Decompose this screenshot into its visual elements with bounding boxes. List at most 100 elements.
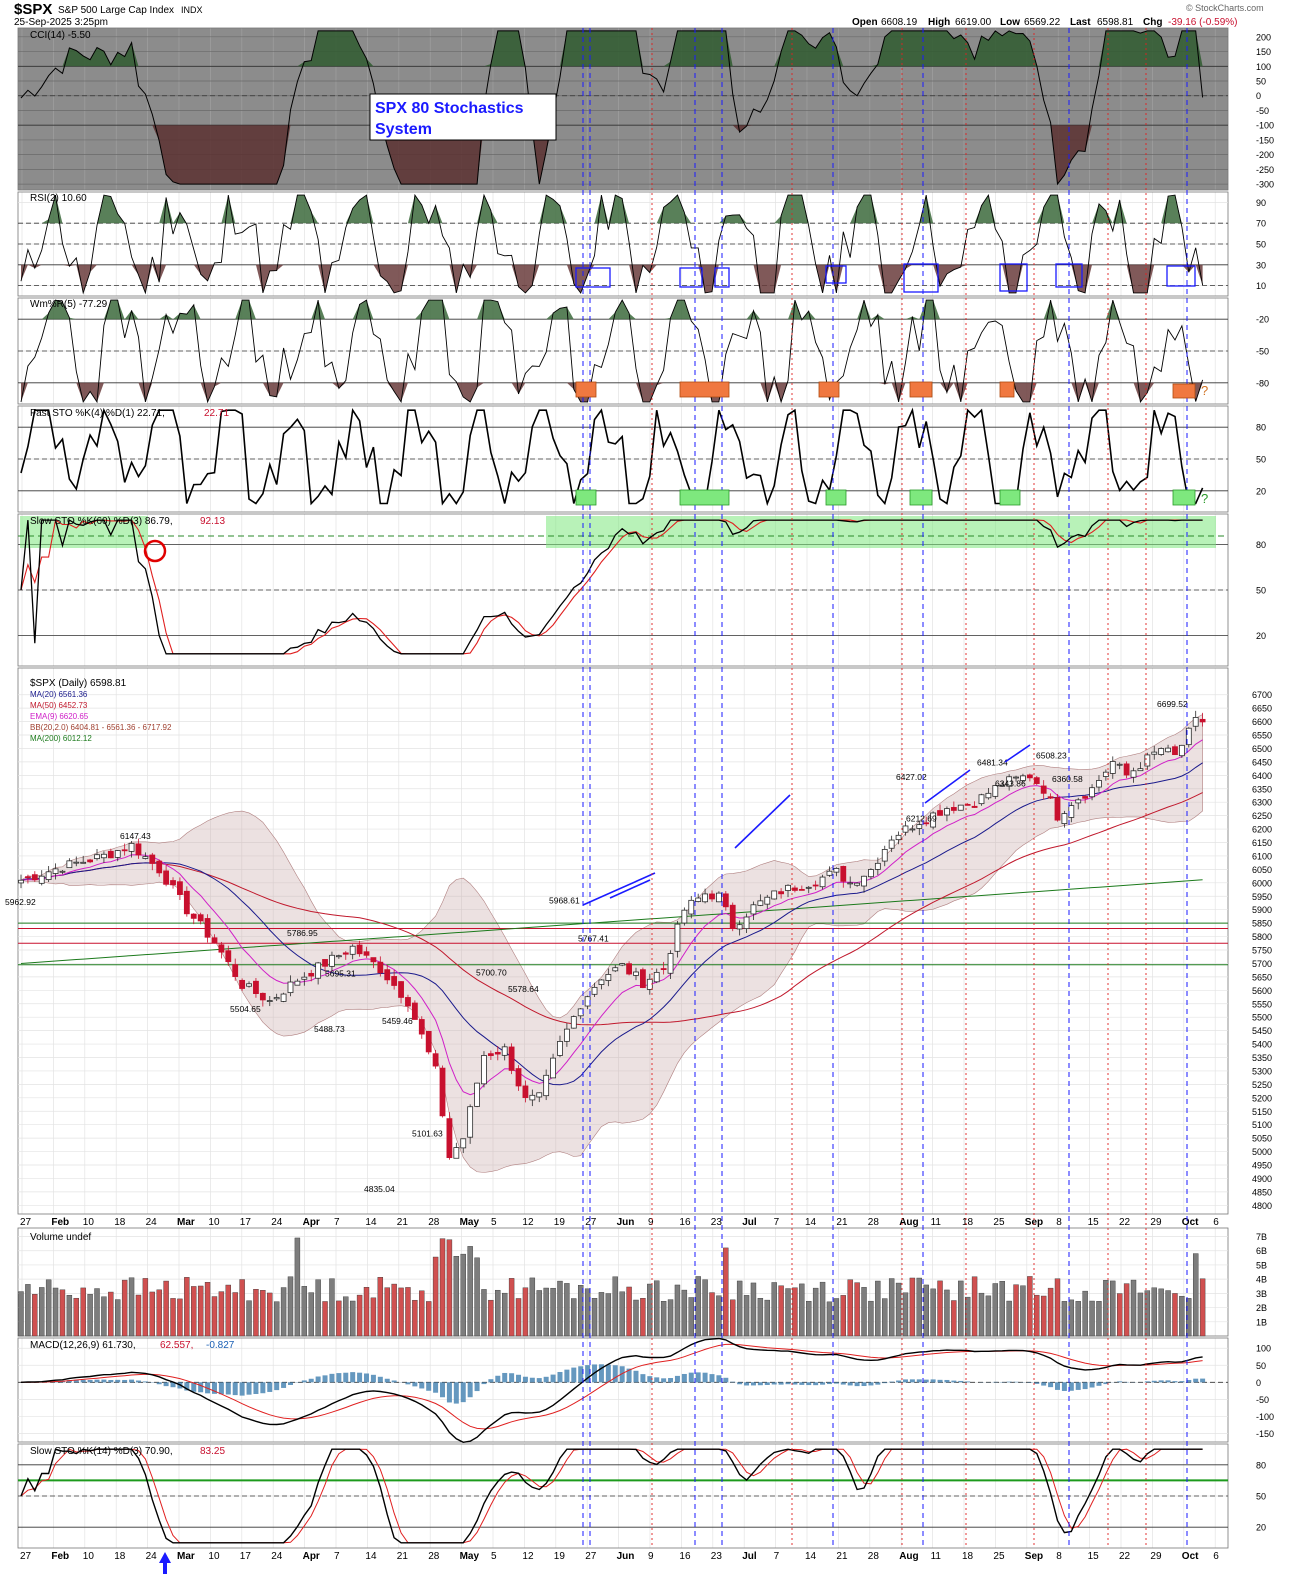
cci-frame xyxy=(17,27,1229,191)
volume-bar xyxy=(1179,1295,1185,1337)
volume-bar xyxy=(412,1299,418,1337)
rsi-line xyxy=(20,193,1204,295)
candle-body xyxy=(923,822,930,825)
macd-histogram-bar xyxy=(564,1369,570,1383)
price-callout-label: 5488.73 xyxy=(314,1024,345,1034)
ssto60-tick-label: 20 xyxy=(1256,631,1266,641)
volume-bar xyxy=(184,1277,190,1337)
candle-body xyxy=(73,861,80,864)
candle-body xyxy=(87,859,93,863)
candle-body xyxy=(909,828,916,831)
volume-bar xyxy=(446,1239,453,1337)
x-axis-label: 27 xyxy=(585,1217,597,1228)
buy-signal-arrow xyxy=(159,1552,171,1574)
trend-line xyxy=(924,769,971,804)
x-axis-label: 6 xyxy=(1213,1551,1219,1562)
macd-histogram-bar xyxy=(163,1382,169,1387)
candle-body xyxy=(398,981,404,998)
volume-bar xyxy=(39,1287,45,1337)
candle-body xyxy=(653,971,660,983)
rsi-overbought-fill xyxy=(41,195,1182,224)
macd-histogram-bar xyxy=(536,1378,542,1383)
macd-histogram-bar xyxy=(122,1379,128,1383)
legend-price: $SPX (Daily) 6598.81 xyxy=(30,678,127,689)
macd-histogram-bar xyxy=(826,1382,832,1385)
price-tick-label: 5050 xyxy=(1252,1134,1272,1144)
macd-histogram-bar xyxy=(440,1382,446,1398)
volume-bar xyxy=(73,1297,79,1337)
volume-bar xyxy=(681,1289,688,1337)
price-tick-label: 6500 xyxy=(1252,744,1272,754)
price-tick-label: 5450 xyxy=(1252,1026,1272,1036)
macd-histogram-bar xyxy=(364,1373,369,1383)
macd-histogram-bar xyxy=(557,1371,563,1383)
cci-tick-label: 200 xyxy=(1256,32,1271,42)
volume-bar xyxy=(578,1285,584,1337)
volume-bar xyxy=(398,1287,404,1337)
fsto-label-red: 22.71 xyxy=(204,408,229,419)
candle-body xyxy=(812,884,819,887)
candle-body xyxy=(253,980,259,994)
candle-body xyxy=(1151,751,1158,755)
volume-bar xyxy=(757,1298,764,1337)
macd-histogram-bar xyxy=(661,1378,667,1383)
candle-body xyxy=(411,1002,418,1020)
candle-body xyxy=(494,1051,501,1055)
macd-histogram-bar xyxy=(1096,1382,1102,1386)
candle-body xyxy=(1040,785,1047,794)
macd-histogram-bar xyxy=(1117,1381,1123,1383)
macd-histogram-bar xyxy=(453,1382,459,1404)
price-tick-label: 6300 xyxy=(1252,798,1272,808)
candle-body xyxy=(902,825,909,833)
candle-body xyxy=(999,784,1006,787)
candle-body xyxy=(266,1000,273,1002)
x-axis-label: Jul xyxy=(742,1551,757,1562)
price-tick-label: 6400 xyxy=(1252,771,1272,781)
candle-body xyxy=(121,849,128,852)
macd-histogram-bar xyxy=(142,1381,148,1383)
volume-bar xyxy=(322,1301,328,1337)
macd-line xyxy=(20,1337,1203,1444)
volume-bar xyxy=(716,1295,722,1337)
candle-body xyxy=(543,1074,550,1097)
candle-body xyxy=(156,860,163,874)
volume-bar xyxy=(847,1279,853,1337)
fsto-oversold-marker xyxy=(1172,489,1196,506)
candle-body xyxy=(18,879,24,884)
volume-bar xyxy=(806,1300,812,1337)
sell-signal-circle xyxy=(143,539,167,563)
volume-bar xyxy=(598,1292,605,1337)
volume-bar xyxy=(260,1290,266,1337)
candle-body xyxy=(45,871,52,880)
macd-histogram-bar xyxy=(225,1382,231,1395)
candle-body xyxy=(736,924,743,930)
volume-bar xyxy=(135,1294,142,1337)
macd-histogram-bar xyxy=(1200,1378,1206,1383)
volume-bar xyxy=(626,1286,632,1337)
ssto60-k-line xyxy=(20,519,1203,655)
price-tick-label: 4800 xyxy=(1252,1201,1272,1211)
legend-ma20: MA(20) 6561.36 xyxy=(30,690,88,699)
volume-bar xyxy=(799,1283,805,1337)
x-axis-label: 9 xyxy=(648,1551,654,1562)
candle-body xyxy=(1199,718,1206,723)
watermark: © StockCharts.com xyxy=(1186,3,1264,13)
ohlc-low-label: Low xyxy=(1000,17,1020,28)
price-tick-label: 6550 xyxy=(1252,731,1272,741)
macd-label-blue: -0.827 xyxy=(206,1340,235,1351)
rsi-tick-label: 90 xyxy=(1256,198,1266,208)
x-axis-label: 24 xyxy=(271,1551,283,1562)
volume-bar xyxy=(861,1287,867,1337)
rsi-oversold-fill xyxy=(21,264,1203,293)
candle-body xyxy=(619,963,626,966)
x-axis-label: 7 xyxy=(334,1551,340,1562)
volume-bar xyxy=(232,1292,238,1337)
x-axis-label: 14 xyxy=(805,1217,817,1228)
volume-tick-label: 1B xyxy=(1256,1317,1267,1327)
volume-bar xyxy=(812,1287,819,1337)
candle-body xyxy=(280,993,287,1002)
ssto60-tick-label: 50 xyxy=(1256,586,1266,596)
candle-body xyxy=(826,870,833,876)
volume-bar xyxy=(356,1294,363,1337)
cci-tick-label: -250 xyxy=(1256,165,1274,175)
